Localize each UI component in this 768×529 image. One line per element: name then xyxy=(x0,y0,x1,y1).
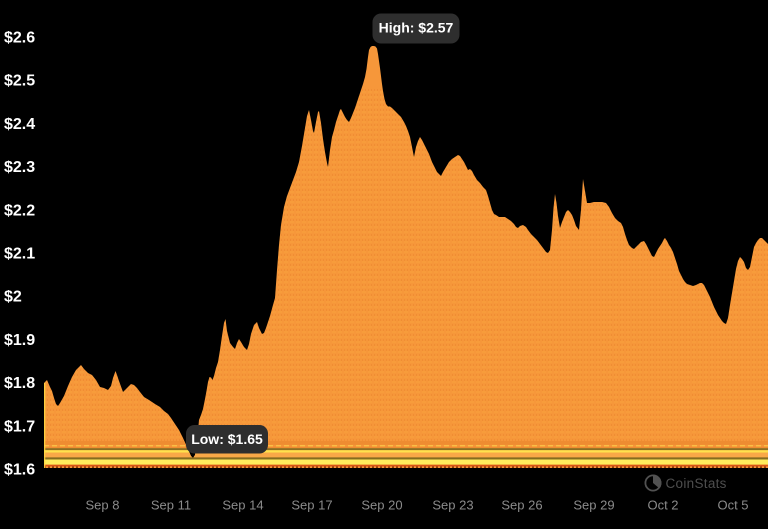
svg-text:$2.5: $2.5 xyxy=(4,73,35,90)
svg-text:Sep 17: Sep 17 xyxy=(291,498,332,513)
svg-text:Oct 5: Oct 5 xyxy=(717,498,748,513)
svg-text:Oct 2: Oct 2 xyxy=(647,498,678,513)
svg-text:$1.7: $1.7 xyxy=(4,418,35,435)
svg-text:$2.4: $2.4 xyxy=(4,116,35,133)
svg-text:$2: $2 xyxy=(4,289,22,306)
svg-text:$2.1: $2.1 xyxy=(4,246,35,263)
svg-text:$2.3: $2.3 xyxy=(4,159,35,176)
svg-text:Sep 14: Sep 14 xyxy=(222,498,263,513)
svg-text:Sep 23: Sep 23 xyxy=(432,498,473,513)
svg-text:High: $2.57: High: $2.57 xyxy=(379,20,454,36)
svg-text:$1.9: $1.9 xyxy=(4,332,35,349)
svg-text:Sep 26: Sep 26 xyxy=(501,498,542,513)
svg-text:Sep 29: Sep 29 xyxy=(573,498,614,513)
svg-text:$2.2: $2.2 xyxy=(4,202,35,219)
svg-text:Sep 11: Sep 11 xyxy=(151,498,191,513)
svg-text:Sep 20: Sep 20 xyxy=(361,498,402,513)
svg-text:$2.6: $2.6 xyxy=(4,30,35,47)
svg-text:Low: $1.65: Low: $1.65 xyxy=(191,431,263,447)
svg-text:$1.6: $1.6 xyxy=(4,462,35,479)
svg-text:Sep 8: Sep 8 xyxy=(86,498,120,513)
svg-text:$1.8: $1.8 xyxy=(4,375,35,392)
svg-text:CoinStats: CoinStats xyxy=(666,476,727,491)
